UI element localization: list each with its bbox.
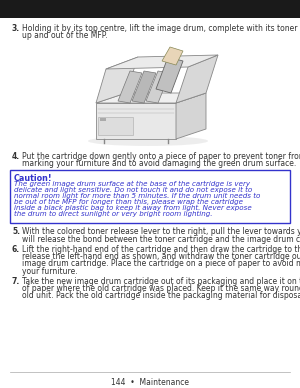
Text: be out of the MFP for longer than this, please wrap the cartridge: be out of the MFP for longer than this, … xyxy=(14,199,243,204)
Bar xyxy=(0,0,300,18)
Text: Take the new image drum cartridge out of its packaging and place it on the piece: Take the new image drum cartridge out of… xyxy=(22,277,300,286)
Polygon shape xyxy=(176,93,206,139)
Text: old unit. Pack the old cartridge inside the packaging material for disposal.: old unit. Pack the old cartridge inside … xyxy=(22,291,300,300)
Text: 5.: 5. xyxy=(12,227,20,237)
Polygon shape xyxy=(118,71,142,103)
FancyBboxPatch shape xyxy=(10,170,290,222)
Polygon shape xyxy=(162,47,183,65)
Text: Lift the right-hand end of the cartridge and then draw the cartridge to the righ: Lift the right-hand end of the cartridge… xyxy=(22,244,300,253)
Text: Caution!: Caution! xyxy=(14,174,52,183)
Text: Holding it by its top centre, lift the image drum, complete with its toner cartr: Holding it by its top centre, lift the i… xyxy=(22,24,300,33)
Polygon shape xyxy=(106,55,218,69)
Text: inside a black plastic bag to keep it away from light. Never expose: inside a black plastic bag to keep it aw… xyxy=(14,204,252,211)
Polygon shape xyxy=(176,55,218,103)
Text: 7.: 7. xyxy=(12,277,20,286)
Polygon shape xyxy=(146,71,170,103)
Text: of paper where the old cartridge was placed. Keep it the same way round as the: of paper where the old cartridge was pla… xyxy=(22,284,300,293)
Polygon shape xyxy=(96,57,138,103)
Text: up and out of the MFP.: up and out of the MFP. xyxy=(22,31,108,40)
Text: Put the cartridge down gently onto a piece of paper to prevent toner from: Put the cartridge down gently onto a pie… xyxy=(22,152,300,161)
Polygon shape xyxy=(132,71,156,103)
Text: 6.: 6. xyxy=(12,244,20,253)
Text: release the left-hand end as shown, and withdraw the toner cartridge out of the: release the left-hand end as shown, and … xyxy=(22,252,300,261)
Polygon shape xyxy=(96,103,176,139)
Text: 144  •  Maintenance: 144 • Maintenance xyxy=(111,378,189,387)
Text: will release the bond between the toner cartridge and the image drum cartridge.: will release the bond between the toner … xyxy=(22,235,300,244)
Bar xyxy=(98,117,133,135)
Polygon shape xyxy=(96,93,206,103)
Text: image drum cartridge. Place the cartridge on a piece of paper to avoid marking: image drum cartridge. Place the cartridg… xyxy=(22,260,300,268)
Text: the drum to direct sunlight or very bright room lighting.: the drum to direct sunlight or very brig… xyxy=(14,211,212,217)
Text: The green image drum surface at the base of the cartridge is very: The green image drum surface at the base… xyxy=(14,180,250,187)
Text: your furniture.: your furniture. xyxy=(22,267,78,276)
Text: With the colored toner release lever to the right, pull the lever towards you. T: With the colored toner release lever to … xyxy=(22,227,300,237)
Ellipse shape xyxy=(88,136,208,146)
Text: marking your furniture and to avoid damaging the green drum surface.: marking your furniture and to avoid dama… xyxy=(22,159,296,168)
Polygon shape xyxy=(156,57,183,93)
Text: normal room light for more than 5 minutes. If the drum unit needs to: normal room light for more than 5 minute… xyxy=(14,192,260,199)
Bar xyxy=(100,118,106,121)
Text: 3.: 3. xyxy=(12,24,20,33)
Text: delicate and light sensitive. Do not touch it and do not expose it to: delicate and light sensitive. Do not tou… xyxy=(14,187,252,192)
Text: 4.: 4. xyxy=(12,152,20,161)
